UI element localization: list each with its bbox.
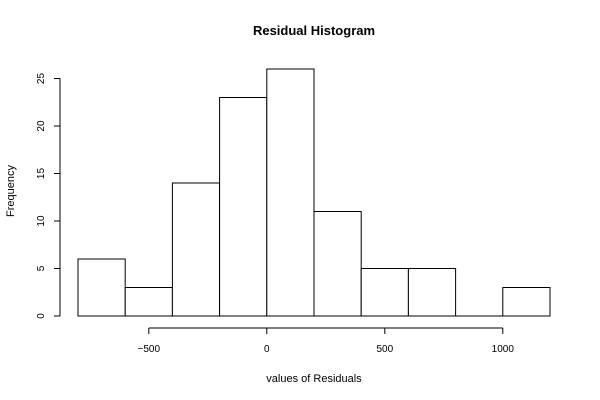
histogram-bar [360, 268, 409, 317]
histogram-bar [407, 268, 457, 317]
histogram-bar [502, 287, 551, 317]
y-axis-label: Frequency [5, 165, 17, 217]
chart-title: Residual Histogram [253, 23, 375, 38]
histogram-bar [77, 258, 126, 317]
histogram-bar [124, 287, 173, 317]
x-tick-label: −500 [138, 344, 161, 355]
y-axis: 0 5 10 15 20 25 [36, 73, 61, 319]
bars-group [77, 68, 551, 317]
x-tick-label: 500 [376, 344, 393, 355]
x-axis-label: values of Residuals [266, 373, 362, 385]
histogram-bar [171, 182, 221, 317]
y-tick-label: 10 [36, 215, 47, 227]
x-axis: −500 0 500 1000 [138, 327, 515, 355]
histogram-bar [266, 68, 315, 317]
histogram-bar [313, 211, 362, 317]
y-tick-label: 0 [36, 313, 47, 319]
x-tick-label: 0 [264, 344, 270, 355]
x-tick-label: 1000 [492, 344, 515, 355]
y-tick-label: 15 [36, 168, 47, 180]
y-tick-label: 20 [36, 120, 47, 132]
histogram-bar [219, 97, 268, 317]
y-tick-label: 5 [36, 265, 47, 271]
y-tick-label: 25 [36, 73, 47, 85]
